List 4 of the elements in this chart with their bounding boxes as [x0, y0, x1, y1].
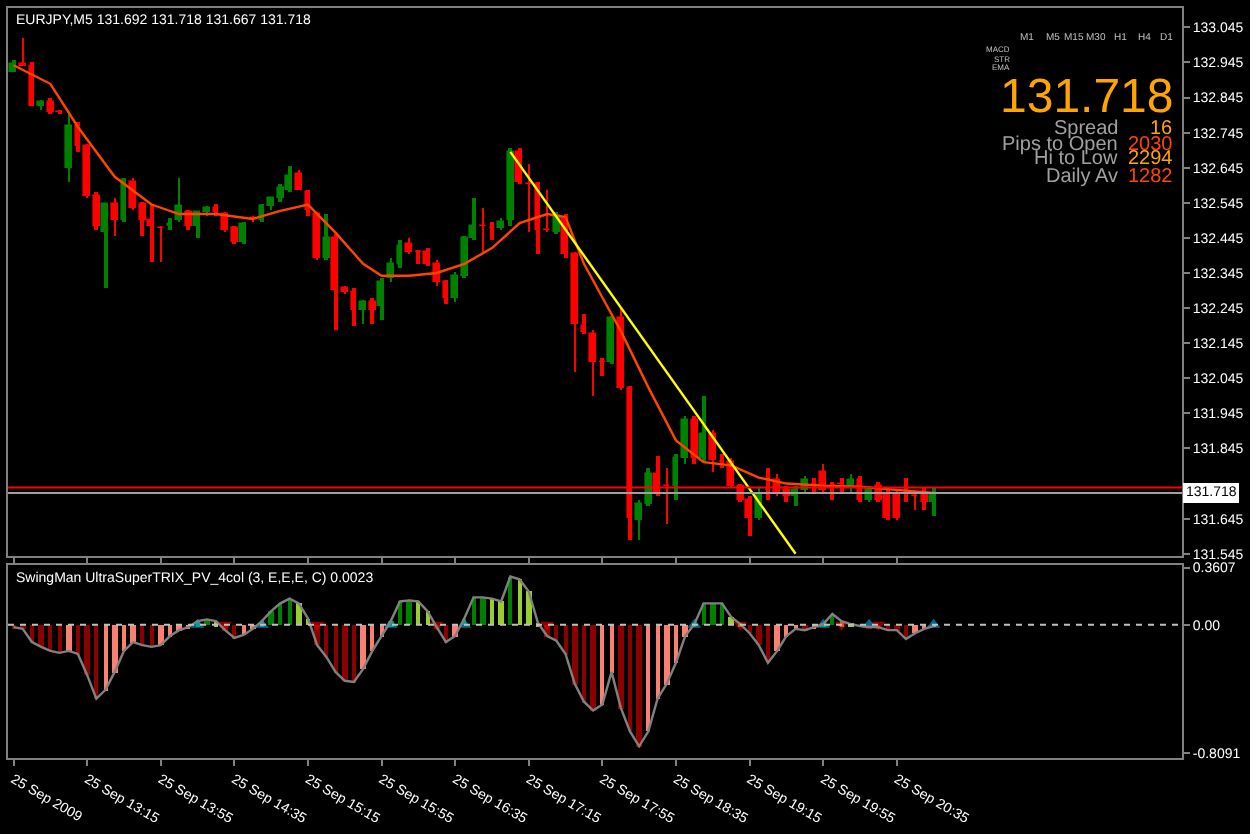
- annotation: 2294: [1128, 148, 1174, 170]
- annotation: 1282: [1128, 166, 1174, 188]
- annotation: Spread: [1054, 118, 1119, 140]
- annotation: Daily Av: [1046, 166, 1118, 188]
